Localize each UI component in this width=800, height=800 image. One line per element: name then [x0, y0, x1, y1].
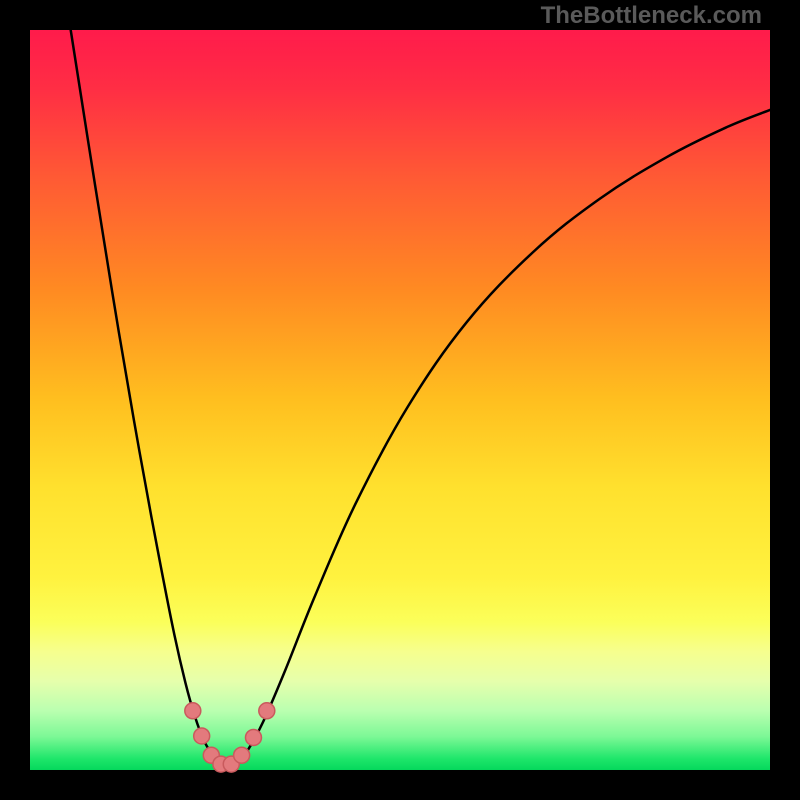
cusp-marker-group — [185, 703, 275, 772]
cusp-marker — [194, 728, 210, 744]
bottleneck-curve — [71, 30, 770, 766]
cusp-marker — [185, 703, 201, 719]
cusp-marker — [245, 729, 261, 745]
cusp-marker — [259, 703, 275, 719]
watermark-label: TheBottleneck.com — [541, 2, 762, 30]
curve-layer — [30, 30, 770, 770]
plot-area — [30, 30, 770, 770]
cusp-marker — [234, 747, 250, 763]
chart-frame: TheBottleneck.com — [0, 0, 800, 800]
